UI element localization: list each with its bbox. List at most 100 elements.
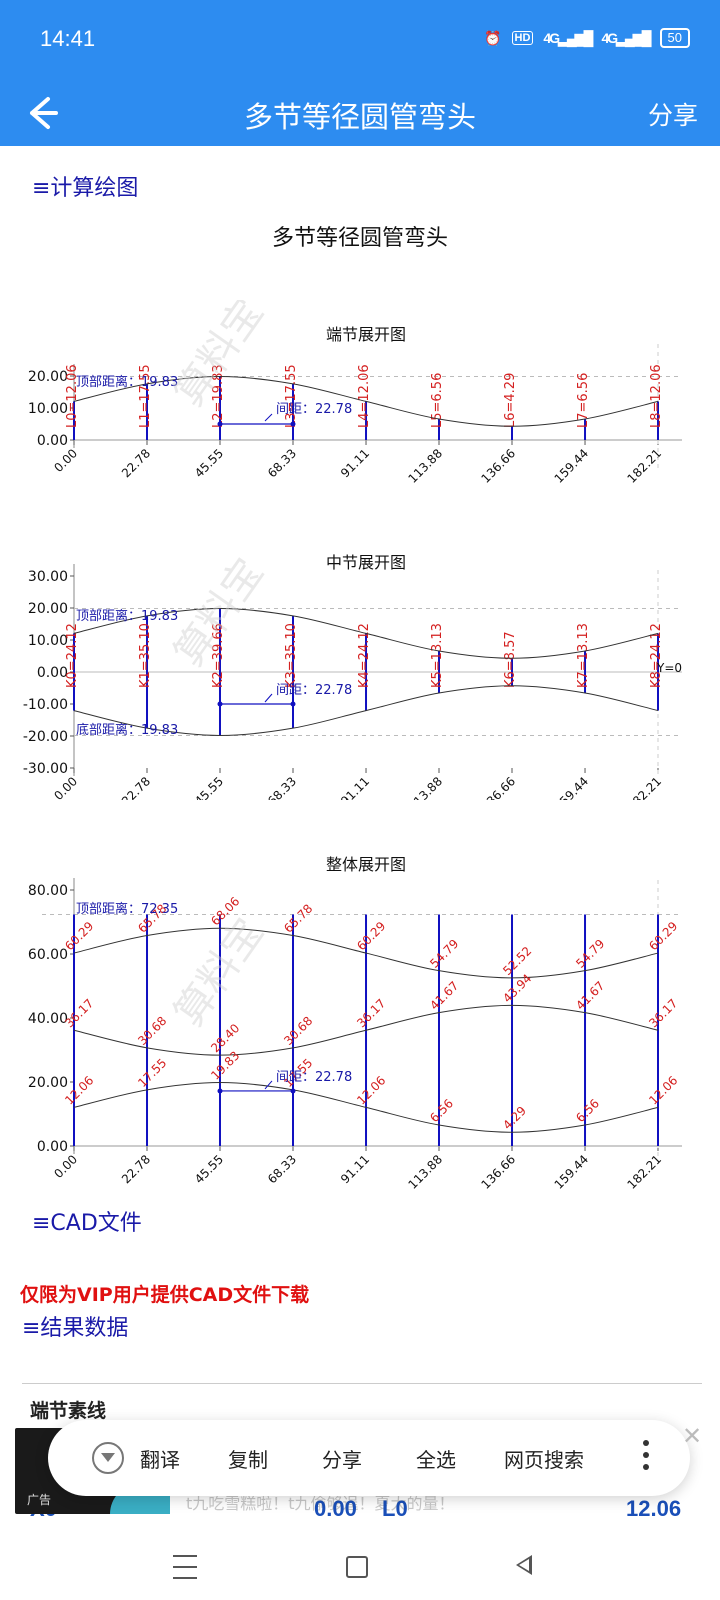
curve-value-label: 4.29 <box>500 1104 529 1133</box>
y-tick-label: 0.00 <box>37 665 68 681</box>
curve-value-label: 30.68 <box>281 1014 315 1048</box>
top-distance-label: 顶部距离：19.83 <box>76 374 178 390</box>
back-arrow-icon[interactable] <box>18 90 64 136</box>
element-length-label: L8=12.06 <box>649 364 664 428</box>
element-length-label: K4=24.12 <box>357 623 372 688</box>
x-tick-label: 136.66 <box>479 774 519 800</box>
x-tick-label: 91.11 <box>338 446 372 480</box>
overall-unfold-chart: 整体展开图 80.00 60.00 40.00 20.00 0.000.00 22.78 45… <box>28 855 682 1192</box>
x-tick-label: 91.11 <box>338 1152 372 1186</box>
menu-select-all[interactable]: 全选 <box>416 1448 456 1472</box>
signal-icon-2: 4G▂▄▆█ <box>601 29 651 46</box>
spacing-leader <box>264 413 273 422</box>
menu-copy[interactable]: 复制 <box>228 1448 268 1472</box>
x-tick-label: 22.78 <box>119 446 153 480</box>
middle-section-unfold-chart: 中节展开图 30.00 20.00 10.00 0.00 -10.00 -20.00 -30.… <box>23 550 682 800</box>
curve-value-label: 19.83 <box>208 1048 242 1082</box>
y-tick-label: 20.00 <box>28 601 68 617</box>
section-calc-drawing[interactable]: ≡计算绘图 <box>32 176 139 201</box>
element-length-label: L2=19.83 <box>211 364 226 428</box>
x-tick-label: 45.55 <box>192 446 226 480</box>
spacing-endpoint <box>217 1088 223 1094</box>
spacing-label: 间距：22.78 <box>276 402 352 417</box>
section-result-data[interactable]: ≡结果数据 <box>22 1316 129 1341</box>
app-bar: 多节等径圆管弯头 分享 <box>0 80 720 146</box>
x-tick-label: 136.66 <box>479 1152 519 1192</box>
nav-menu-icon[interactable] <box>165 1546 205 1586</box>
curve-value-label: 54.79 <box>427 937 461 971</box>
cad-vip-note: 仅限为VIP用户提供CAD文件下载 <box>20 1284 310 1306</box>
element-length-label: K3=35.10 <box>284 623 299 688</box>
drawing-title: 多节等径圆管弯头 <box>271 226 448 251</box>
element-length-label: L3=17.55 <box>284 364 299 428</box>
element-length-label: K0=24.12 <box>65 623 80 688</box>
y-tick-label: -10.00 <box>23 697 68 713</box>
element-length-label: K2=39.66 <box>211 623 226 688</box>
status-time: 14:41 <box>40 26 96 51</box>
element-length-label: L6=4.29 <box>503 373 518 428</box>
y-tick-label: 10.00 <box>28 401 68 417</box>
spacing-label: 间距：22.78 <box>276 1070 352 1085</box>
text-selection-menu: 翻译 复制 分享 全选 网页搜索 <box>48 1420 690 1496</box>
nav-home-icon[interactable] <box>336 1546 376 1586</box>
nav-back-icon[interactable] <box>506 1546 546 1586</box>
spacing-leader <box>264 693 273 703</box>
x-tick-label: 0.00 <box>51 1152 80 1181</box>
y-tick-label: 60.00 <box>28 947 68 963</box>
x-tick-label: 113.88 <box>406 774 446 800</box>
close-icon[interactable]: ✕ <box>682 1422 703 1450</box>
end-section-unfold-chart: 端节展开图 20.00 10.00 0.000.00 22.78 45.55 68.33 91… <box>28 300 682 486</box>
bottom-distance-label: 底部距离：19.83 <box>76 722 178 738</box>
menu-share[interactable]: 分享 <box>322 1448 362 1472</box>
curve-value-label: 65.78 <box>281 901 315 935</box>
status-icons: ⏰ HD 4G▂▄▆█ 4G▂▄▆█ 50 <box>484 28 690 48</box>
y-tick-label: 20.00 <box>28 369 68 385</box>
l-value: 12.06 <box>626 1496 682 1521</box>
more-vertical-icon[interactable] <box>642 1440 650 1472</box>
menu-translate[interactable]: 翻译 <box>140 1448 180 1472</box>
chart-title: 中节展开图 <box>326 553 406 572</box>
x-tick-label: 182.21 <box>625 774 665 800</box>
x-tick-label: 113.88 <box>406 446 446 486</box>
y-tick-label: 0.00 <box>37 433 68 449</box>
net-label-2: 4G <box>601 29 618 46</box>
element-length-label: L0=12.06 <box>65 364 80 428</box>
element-length-label: L5=6.56 <box>430 373 445 428</box>
section-cad-file[interactable]: ≡CAD文件 <box>32 1211 142 1236</box>
spacing-endpoint <box>290 1088 296 1094</box>
net-label-1: 4G <box>543 29 560 46</box>
l-label: L0 <box>382 1496 408 1521</box>
element-length-label: K7=13.13 <box>576 623 591 688</box>
divider <box>22 1383 702 1384</box>
system-nav-bar <box>0 1532 720 1600</box>
x-tick-label: 22.78 <box>119 774 153 800</box>
x-value: 0.00 <box>314 1496 357 1521</box>
translate-icon[interactable] <box>92 1442 124 1474</box>
x-tick-label: 68.33 <box>265 1152 299 1186</box>
upper-unfold-curve <box>73 608 659 659</box>
menu-web-search[interactable]: 网页搜索 <box>504 1448 584 1472</box>
result-row-title: 端节素线 <box>30 1400 107 1422</box>
element-length-label: L1=17.55 <box>138 364 153 428</box>
x-tick-label: 68.33 <box>265 446 299 480</box>
curve-value-label: 28.40 <box>208 1021 242 1055</box>
y-tick-label: 10.00 <box>28 633 68 649</box>
chart-title: 端节展开图 <box>326 325 406 344</box>
page-title: 多节等径圆管弯头 <box>243 100 476 134</box>
ad-text[interactable]: t九吃雪糕啦！t九偷够逞！夏大的量！ <box>186 1494 455 1513</box>
element-length-label: K8=24.12 <box>649 623 664 688</box>
x-tick-label: 68.33 <box>265 774 299 800</box>
alarm-icon: ⏰ <box>484 29 502 46</box>
element-length-label: K5=13.13 <box>430 623 445 688</box>
curve-value-label: 6.56 <box>427 1096 456 1125</box>
lower-unfold-curve <box>73 685 659 736</box>
curve-value-label: 60.29 <box>646 919 680 953</box>
curve-value-label: 54.79 <box>573 937 607 971</box>
curve-value-label: 60.29 <box>354 919 388 953</box>
spacing-endpoint <box>217 421 223 427</box>
spacing-leader <box>264 1080 273 1090</box>
share-button[interactable]: 分享 <box>647 101 698 130</box>
element-length-label: K6=8.57 <box>503 631 518 688</box>
unfold-curve <box>73 1082 659 1133</box>
curve-value-label: 52.52 <box>500 944 534 978</box>
